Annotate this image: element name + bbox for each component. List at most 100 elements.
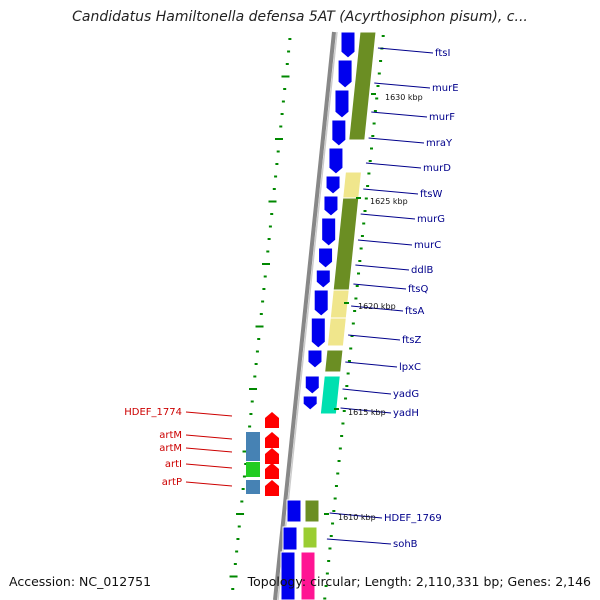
forward-gene-arrow[interactable]: [325, 175, 341, 195]
reverse-gene-arrow[interactable]: [265, 463, 279, 479]
gene-label-mure[interactable]: murE: [432, 83, 459, 94]
feature-block[interactable]: [304, 499, 320, 523]
tick-mark: [379, 60, 383, 62]
gene-label-ftsz[interactable]: ftsZ: [402, 335, 421, 346]
tick-mark: [328, 547, 332, 550]
gene-label-arti[interactable]: artI: [165, 459, 182, 470]
reverse-gene-arrow[interactable]: [265, 480, 279, 496]
feature-block[interactable]: [246, 462, 260, 477]
tick-mark: [249, 388, 258, 390]
gene-label-artm[interactable]: artM: [159, 443, 182, 454]
forward-gene-arrow[interactable]: [337, 59, 353, 89]
forward-gene-arrow[interactable]: [313, 289, 329, 317]
label-leader-line: [326, 538, 392, 545]
gene-label-lpxc[interactable]: lpxC: [399, 362, 421, 373]
forward-gene-arrow[interactable]: [315, 269, 331, 289]
tick-mark: [237, 525, 241, 528]
tick-mark: [367, 172, 371, 175]
reverse-gene-arrow[interactable]: [265, 412, 279, 428]
tick-mark: [355, 285, 359, 287]
label-leader-line: [353, 283, 407, 290]
tick-mark: [362, 222, 366, 225]
feature-block[interactable]: [282, 526, 298, 551]
gene-label-yadg[interactable]: yadG: [393, 389, 419, 400]
feature-block[interactable]: [302, 526, 318, 549]
gene-label-murc[interactable]: murC: [414, 240, 441, 251]
gene-label-mray[interactable]: mraY: [426, 138, 453, 149]
reverse-gene-arrow[interactable]: [265, 432, 279, 448]
gene-label-artm[interactable]: artM: [159, 430, 182, 441]
gene-label-murd[interactable]: murD: [423, 163, 451, 174]
feature-block[interactable]: [286, 499, 302, 523]
tick-mark: [329, 535, 333, 537]
gene-label-ftsa[interactable]: ftsA: [405, 306, 424, 317]
tick-mark: [263, 275, 267, 278]
feature-block[interactable]: [246, 480, 260, 494]
tick-mark: [368, 160, 372, 162]
gene-label-murf[interactable]: murF: [429, 112, 455, 123]
tick-mark: [262, 263, 271, 265]
tick-mark: [287, 50, 291, 53]
feature-block[interactable]: [319, 375, 341, 415]
feature-block[interactable]: [280, 551, 296, 600]
tick-mark: [333, 497, 337, 500]
forward-gene-arrow[interactable]: [307, 349, 323, 369]
forward-gene-arrow[interactable]: [310, 317, 326, 349]
feature-block[interactable]: [332, 197, 360, 291]
gene-label-hdef_1769[interactable]: HDEF_1769: [384, 513, 442, 524]
forward-gene-arrow[interactable]: [334, 89, 350, 119]
label-leader-line: [374, 82, 431, 89]
feature-block[interactable]: [326, 317, 347, 347]
feature-tracks: [246, 31, 377, 600]
label-leader-line: [348, 334, 401, 341]
feature-block[interactable]: [324, 349, 344, 373]
tick-mark: [236, 513, 245, 515]
forward-gene-arrow[interactable]: [328, 147, 344, 175]
tick-mark: [337, 460, 341, 462]
gene-label-sohb[interactable]: sohB: [393, 539, 418, 550]
gene-label-ftsq[interactable]: ftsQ: [408, 284, 428, 295]
tick-mark: [274, 175, 278, 178]
tick-mark: [350, 335, 354, 337]
gene-label-ddlb[interactable]: ddlB: [411, 265, 433, 276]
label-leader-line: [340, 407, 392, 414]
kbp-tick: [324, 513, 329, 515]
gene-label-yadh[interactable]: yadH: [393, 408, 419, 419]
tick-mark: [254, 363, 258, 365]
tick-mark: [342, 410, 346, 412]
forward-gene-arrow[interactable]: [331, 119, 347, 147]
gene-label-artp[interactable]: artP: [162, 477, 182, 488]
kbp-marker-label: 1610 kbp: [338, 513, 376, 522]
tick-mark: [231, 588, 235, 590]
feature-block[interactable]: [246, 432, 260, 461]
tick-mark: [332, 510, 336, 512]
gene-labels: ftsI murE murF mraY murD ftsW murG murC ddlB ftsQ…: [124, 47, 459, 550]
feature-block[interactable]: [342, 171, 363, 199]
genome-summary-text: Topology: circular; Length: 2,110,331 bp…: [247, 574, 591, 589]
tick-mark: [261, 300, 265, 303]
tick-mark: [262, 288, 266, 290]
forward-gene-arrow[interactable]: [304, 375, 320, 395]
gene-label-ftsw[interactable]: ftsW: [420, 189, 442, 200]
gene-label-murg[interactable]: murG: [417, 214, 445, 225]
feature-block[interactable]: [300, 551, 316, 600]
forward-gene-arrow[interactable]: [318, 247, 334, 269]
kbp-marker-label: 1615 kbp: [348, 408, 386, 417]
forward-gene-arrow[interactable]: [340, 31, 356, 59]
tick-mark: [359, 247, 363, 250]
forward-gene-arrow[interactable]: [321, 217, 337, 247]
gene-label-hdef_1774[interactable]: HDEF_1774: [124, 407, 182, 418]
gene-label-ftsi[interactable]: ftsI: [435, 48, 450, 59]
tick-mark: [276, 150, 280, 153]
kbp-marker-label: 1620 kbp: [358, 302, 396, 311]
tick-mark: [242, 475, 246, 478]
feature-block[interactable]: [348, 31, 377, 141]
tick-mark: [351, 322, 355, 325]
forward-gene-arrow[interactable]: [302, 395, 318, 411]
forward-gene-arrow[interactable]: [323, 195, 339, 217]
tick-mark: [323, 597, 327, 600]
label-leader-line: [368, 137, 425, 144]
reverse-gene-arrow[interactable]: [265, 448, 279, 464]
tick-mark: [347, 360, 351, 362]
